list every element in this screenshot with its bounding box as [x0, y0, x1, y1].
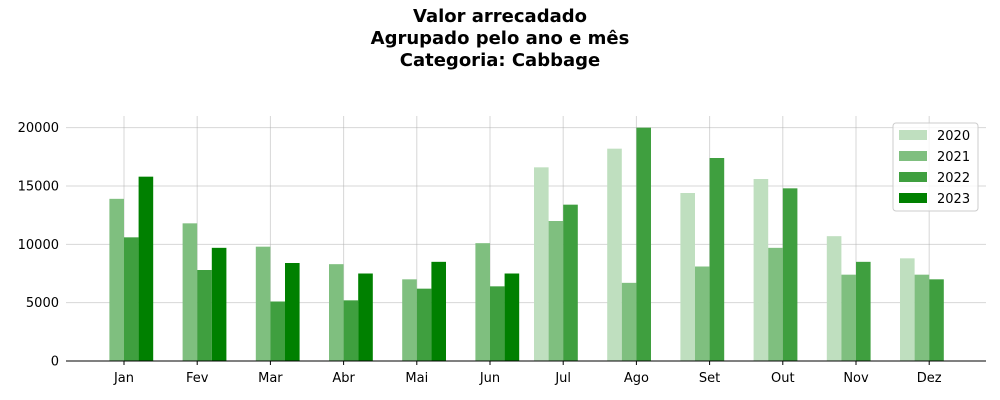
- bar-2023-mai: [431, 261, 446, 361]
- bar-2023-jun: [504, 273, 520, 361]
- bar-2021-abr: [329, 264, 344, 361]
- bar-2023-jan: [138, 176, 154, 361]
- x-tick-label: Jun: [479, 371, 500, 386]
- x-tick-label: Mai: [405, 371, 428, 386]
- x-tick-label: Nov: [843, 371, 869, 386]
- legend-box: [892, 122, 979, 212]
- x-tick-label: Dez: [917, 371, 942, 386]
- bar-2022-mar: [270, 301, 285, 361]
- chart-title-line-2: Agrupado pelo ano e mês: [370, 28, 630, 49]
- bar-2023-abr: [358, 273, 373, 361]
- bar-2022-set: [709, 158, 725, 361]
- legend-label-2021: 2021: [937, 150, 970, 165]
- x-tick-label: Set: [699, 371, 720, 386]
- bar-2020-nov: [826, 236, 842, 361]
- bar-2022-abr: [343, 300, 359, 361]
- bar-2020-out: [753, 179, 769, 361]
- bar-2022-fev: [197, 270, 212, 361]
- y-tick-label: 5000: [26, 296, 59, 311]
- y-tick-label: 15000: [18, 180, 59, 195]
- legend-label-2023: 2023: [937, 192, 970, 207]
- bar-2023-fev: [211, 247, 227, 361]
- bar-2021-jul: [548, 221, 564, 361]
- bar-2022-ago: [636, 127, 651, 362]
- bar-2022-nov: [856, 261, 871, 361]
- bar-2023-mar: [285, 263, 300, 361]
- legend-label-2020: 2020: [937, 129, 970, 144]
- x-tick-label: Jul: [554, 371, 571, 386]
- bar-2021-fev: [182, 223, 198, 361]
- y-tick-label: 10000: [18, 238, 59, 253]
- legend-label-2022: 2022: [937, 171, 970, 186]
- y-tick-label: 20000: [18, 121, 59, 136]
- x-tick-label: Mar: [258, 371, 283, 386]
- legend-swatch-2023: [899, 193, 927, 203]
- bar-2022-mai: [416, 288, 432, 361]
- bar-2021-jun: [475, 243, 490, 361]
- bar-2021-ago: [621, 282, 637, 361]
- bar-2022-jun: [490, 286, 505, 361]
- bar-2021-out: [768, 247, 783, 361]
- bar-2021-dez: [914, 274, 930, 361]
- bar-2022-dez: [929, 279, 944, 361]
- bar-2021-set: [695, 266, 710, 361]
- bar-2020-dez: [900, 258, 915, 361]
- chart-title: Valor arrecadado Agrupado pelo ano e mês…: [0, 6, 1000, 72]
- bar-2020-jul: [534, 167, 549, 361]
- x-tick-label: Fev: [186, 371, 209, 386]
- legend-swatch-2020: [899, 130, 927, 140]
- x-tick-label: Ago: [624, 371, 649, 386]
- x-tick-label: Abr: [332, 371, 355, 386]
- bar-2021-mai: [402, 279, 417, 361]
- x-tick-label: Out: [771, 371, 795, 386]
- bar-2020-set: [680, 193, 695, 361]
- bar-2021-mar: [255, 246, 271, 361]
- bar-2021-jan: [109, 198, 124, 361]
- bar-2020-ago: [607, 148, 622, 361]
- chart-title-line-3: Categoria: Cabbage: [399, 50, 601, 71]
- y-tick-label: 0: [51, 355, 59, 370]
- bar-2022-out: [782, 188, 798, 361]
- bar-2021-nov: [841, 274, 856, 361]
- x-tick-label: Jan: [113, 371, 134, 386]
- bar-2022-jul: [563, 204, 578, 361]
- bar-2022-jan: [124, 237, 139, 361]
- legend-swatch-2021: [899, 151, 927, 161]
- chart-title-line-1: Valor arrecadado: [413, 6, 587, 27]
- legend-swatch-2022: [899, 172, 927, 182]
